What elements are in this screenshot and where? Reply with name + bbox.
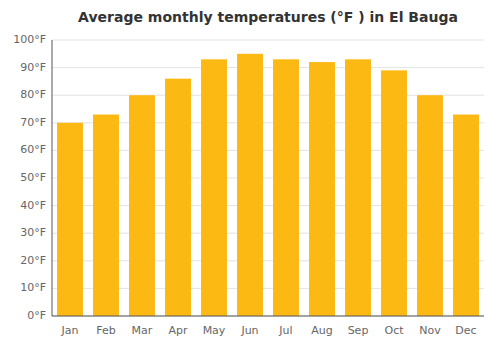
chart-container: Average monthly temperatures (°F ) in El… [0,0,500,350]
x-tick-label: May [203,324,226,337]
bar [201,59,227,316]
bar [417,95,443,316]
bar [309,62,335,316]
y-tick-label: 20°F [20,254,46,267]
y-tick-label: 0°F [27,309,46,322]
x-tick-label: Aug [311,324,332,337]
title: Average monthly temperatures (°F ) in El… [78,9,458,25]
y-tick-label: 90°F [20,61,46,74]
bar [453,115,479,316]
grid [52,40,484,316]
bar [345,59,371,316]
y-tick-label: 60°F [20,143,46,156]
bar [57,123,83,316]
x-tick-label: Sep [348,324,369,337]
x-tick-label: Nov [419,324,441,337]
y-tick-label: 50°F [20,171,46,184]
bar [381,70,407,316]
y-tick-label: 40°F [20,199,46,212]
x-tick-label: Jan [61,324,79,337]
x-tick-label: Jun [240,324,258,337]
x-tick-label: Dec [455,324,476,337]
grid-line [52,316,484,317]
x-tick-label: Mar [132,324,153,337]
y-axis-line [52,40,53,316]
bars [57,54,479,316]
y-tick-label: 70°F [20,116,46,129]
bar [273,59,299,316]
bar [129,95,155,316]
x-tick-label: Feb [96,324,115,337]
x-axis-line [52,316,484,317]
x-tick-label: Oct [384,324,404,337]
y-tick-label: 30°F [20,226,46,239]
y-tick-label: 100°F [13,33,46,46]
chart: Average monthly temperatures (°F ) in El… [0,0,500,350]
x-tick-label: Jul [278,324,292,337]
y-tick-label: 80°F [20,88,46,101]
grid-line [52,40,484,41]
bar [237,54,263,316]
bar [93,115,119,316]
y-tick-label: 10°F [20,281,46,294]
x-tick-label: Apr [168,324,188,337]
grid-line [52,67,484,68]
bar [165,79,191,316]
